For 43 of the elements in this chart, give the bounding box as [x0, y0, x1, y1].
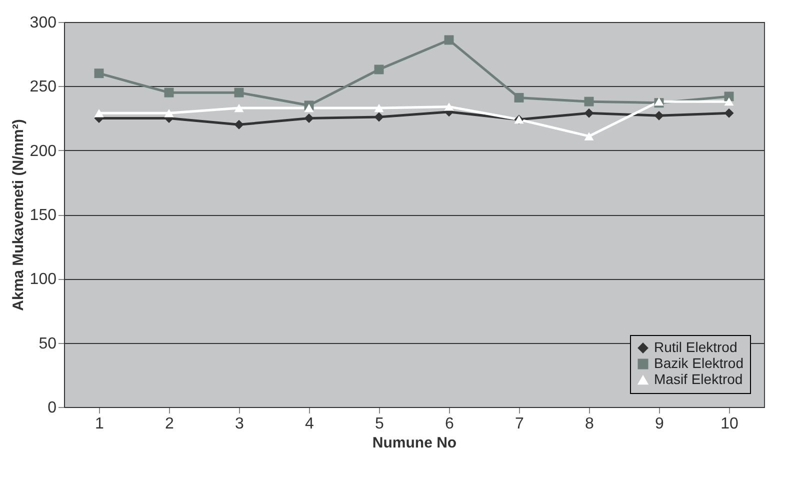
point	[234, 104, 244, 112]
point	[514, 92, 524, 102]
x-tick-label: 4	[305, 416, 314, 432]
point	[444, 102, 454, 111]
y-tick-label: 250	[30, 78, 57, 96]
y-tick-label: 200	[30, 142, 57, 160]
x-tick-label: 8	[585, 416, 594, 432]
y-axis-title: Akma Mukavemeti (N/mm²)	[10, 119, 27, 311]
point	[234, 120, 244, 130]
x-tick-label: 10	[720, 416, 738, 432]
x-tick-label: 5	[375, 416, 384, 432]
point	[304, 104, 314, 112]
point	[584, 96, 594, 106]
point	[444, 35, 454, 45]
point	[164, 109, 174, 118]
point	[374, 104, 384, 112]
legend-label: Bazik Elektrod	[654, 355, 744, 371]
point	[654, 110, 664, 120]
x-tick-label: 2	[165, 416, 174, 432]
legend-label: Rutil Elektrod	[654, 339, 738, 355]
legend-label: Masif Elektrod	[654, 371, 743, 387]
y-tick-label: 100	[30, 271, 57, 288]
y-tick-label: 150	[30, 207, 57, 224]
point	[164, 88, 174, 98]
x-tick-label: 6	[445, 416, 454, 432]
x-tick-label: 1	[95, 416, 104, 432]
point	[584, 132, 594, 140]
y-tick-label: 50	[38, 335, 57, 352]
x-tick-label: 9	[655, 416, 664, 432]
y-tick-label: 300	[30, 14, 57, 32]
point	[374, 64, 384, 74]
point	[234, 88, 244, 98]
point	[724, 97, 734, 106]
point	[724, 108, 734, 118]
x-tick-label: 3	[235, 416, 244, 432]
y-tick-label: 0	[48, 400, 57, 416]
point	[94, 109, 104, 118]
x-axis-title: Numune No	[372, 434, 457, 452]
point	[304, 114, 314, 123]
point	[374, 112, 384, 122]
point	[94, 68, 104, 78]
point	[584, 108, 594, 118]
x-tick-label: 7	[515, 416, 524, 432]
